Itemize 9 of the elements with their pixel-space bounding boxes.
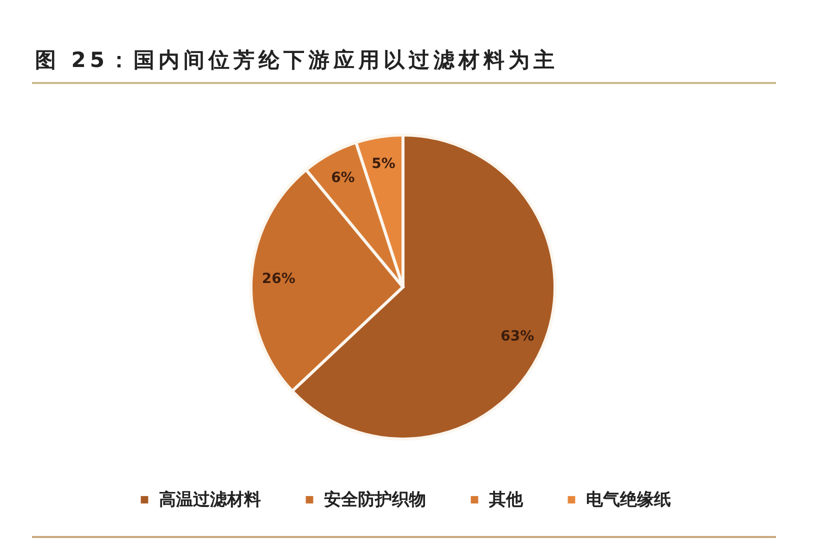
data-label: 63% <box>500 328 534 344</box>
data-label: 6% <box>331 170 355 186</box>
data-label: 5% <box>372 156 396 172</box>
legend-label: 其他 <box>488 490 524 510</box>
chart-title: 图 25：国内间位芳纶下游应用以过滤材料为主 <box>35 47 559 74</box>
data-label: 26% <box>262 271 296 288</box>
legend-label: 电气绝缘纸 <box>586 490 671 510</box>
legend-label: 高温过滤材料 <box>159 490 261 510</box>
legend-label: 安全防护织物 <box>324 490 426 510</box>
